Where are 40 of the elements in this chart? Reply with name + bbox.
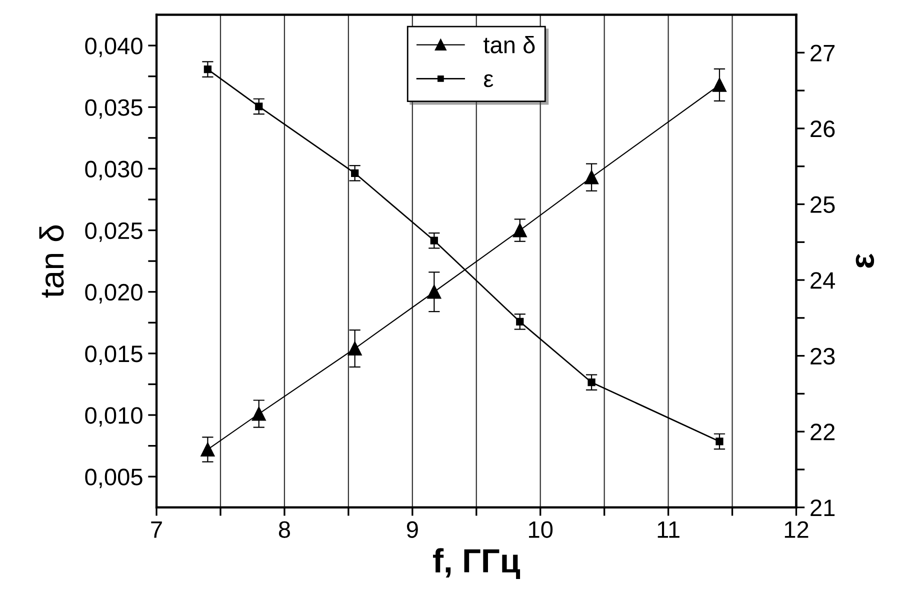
- point: [588, 378, 596, 386]
- point: [516, 318, 524, 326]
- point: [584, 170, 598, 184]
- y-axis-title: tan δ: [39, 225, 64, 298]
- y2-tick-label: 24: [810, 272, 836, 289]
- y-tick-label: 0,035: [85, 99, 142, 119]
- y-tick-label: 0,030: [85, 160, 142, 180]
- point: [348, 342, 362, 356]
- y-tick-label: 0,020: [85, 284, 142, 304]
- point: [204, 66, 212, 74]
- legend-label: ε: [484, 74, 494, 88]
- x-tick-label: 8: [278, 521, 290, 538]
- y-tick-label: 0,015: [85, 346, 142, 366]
- x-tick-label: 7: [151, 521, 162, 538]
- point: [716, 438, 724, 446]
- point: [427, 284, 442, 299]
- point: [712, 78, 726, 92]
- y2-axis-title: ε: [856, 254, 874, 268]
- y2-tick-label: 23: [810, 348, 835, 365]
- y2-tick-label: 22: [810, 424, 835, 440]
- y2-tick-label: 27: [810, 44, 835, 62]
- y2-tick-label: 21: [810, 499, 835, 516]
- point: [200, 442, 215, 456]
- y-tick-label: 0,010: [85, 407, 142, 427]
- y-tick-label: 0,040: [85, 38, 142, 58]
- y2-tick-label: 25: [810, 196, 835, 214]
- x-tick-label: 12: [784, 521, 808, 538]
- x-tick-label: 11: [658, 521, 680, 538]
- x-tick-label: 9: [406, 521, 418, 538]
- x-axis-title: f, ГГц: [433, 548, 520, 579]
- point: [430, 236, 438, 244]
- point: [512, 223, 527, 238]
- point: [255, 102, 263, 110]
- y2-tick-label: 26: [810, 120, 835, 138]
- y-tick-label: 0,005: [85, 468, 142, 488]
- point: [252, 406, 266, 421]
- point: [351, 169, 359, 177]
- y-tick-label: 0,025: [85, 222, 142, 242]
- x-tick-label: 10: [529, 521, 553, 538]
- legend-label: tan δ: [484, 36, 535, 54]
